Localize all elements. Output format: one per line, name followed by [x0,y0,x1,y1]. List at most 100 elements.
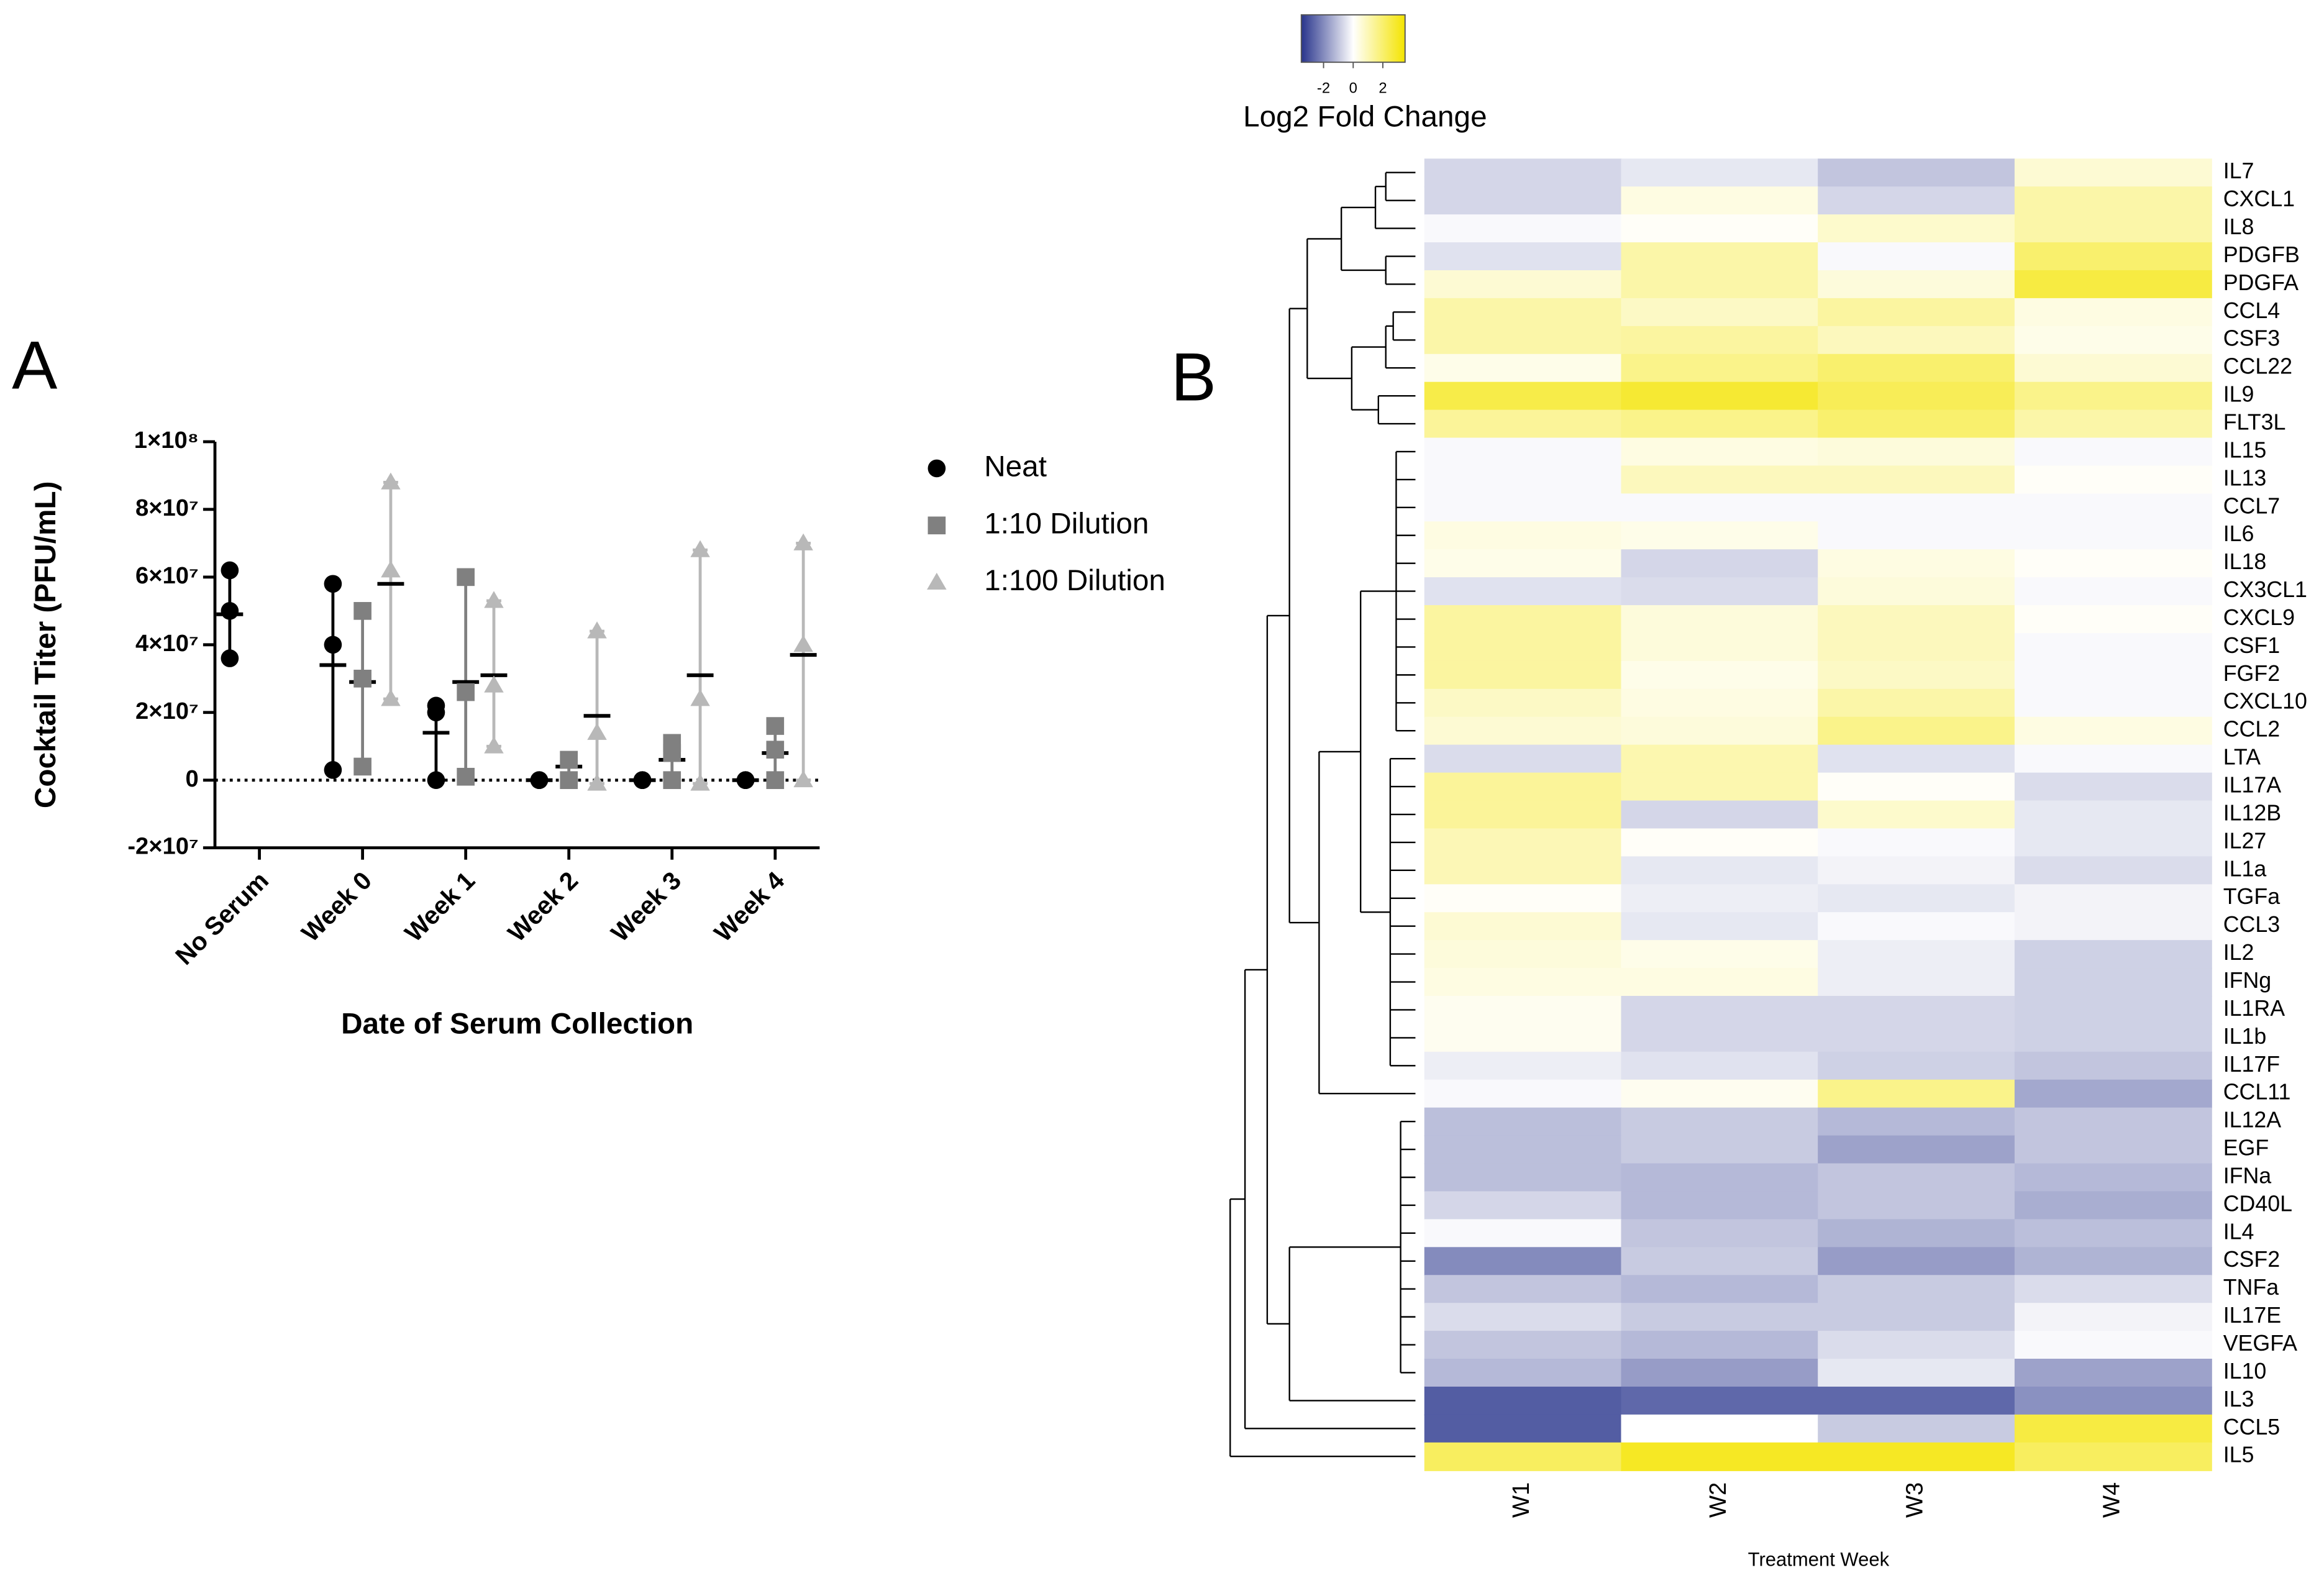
point [633,771,652,790]
heat-cell [2014,214,2212,244]
heat-cell [1424,270,1622,299]
row-label: CCL4 [2223,298,2280,323]
heat-cell [2014,549,2212,578]
heat-cell [2014,1414,2212,1443]
heat-cell [1818,381,2016,411]
heat-cell [1424,1331,1622,1360]
heat-cell [2014,298,2212,327]
heat-cell [2014,856,2212,885]
heat-cell [1424,1275,1622,1304]
row-label: IL10 [2223,1359,2267,1384]
heat-cell [1424,186,1622,216]
y-tick-label: -2×10⁷ [127,833,198,860]
colorbar [1300,14,1406,63]
heat-cell [2014,632,2212,662]
point [221,602,239,620]
colorbar-tick-label: 2 [1378,80,1387,96]
heat-cell [1818,1331,2016,1360]
heat-cell [2014,1359,2212,1388]
heat-cell [1424,632,1622,662]
heat-cell [1424,968,1622,997]
heat-cell [1424,1247,1622,1276]
heat-cell [1621,298,1819,327]
heat-cell [1818,214,2016,244]
heat-cell [1424,912,1622,941]
heat-cell [1621,744,1819,773]
point [457,767,475,786]
heat-cell [2014,1275,2212,1304]
heat-cell [1621,1191,1819,1220]
heat-cell [2014,493,2212,522]
row-label: CSF3 [2223,326,2280,351]
point [353,602,371,620]
heat-cell [1621,856,1819,885]
heat-cell [1424,1051,1622,1080]
heat-cell [2014,465,2212,495]
heat-cell [1621,1219,1819,1248]
heat-cell [1424,1359,1622,1388]
heat-cell [1818,968,2016,997]
heat-cell [1818,1191,2016,1220]
heat-cell [1818,409,2016,439]
heat-cell [1818,1079,2016,1108]
row-label: CXCL1 [2223,186,2295,211]
point [457,683,475,701]
heat-cell [1424,465,1622,495]
heat-cell [2014,800,2212,829]
heat-cell [1818,521,2016,550]
heat-cell [1818,437,2016,467]
row-label: CX3CL1 [2223,577,2307,602]
row-label: CXCL9 [2223,605,2295,630]
heat-cell [2014,828,2212,857]
heat-cell [1424,1079,1622,1108]
heat-cell [1818,354,2016,383]
legend-label: 1:100 Dilution [984,564,1165,597]
point [793,635,813,652]
heat-cell [1424,1107,1622,1136]
heat-cell [1818,158,2016,188]
heat-cell [1424,744,1622,773]
heat-cell [2014,1135,2212,1164]
row-label: CD40L [2223,1191,2292,1216]
heat-cell [1424,1442,1622,1471]
point [530,771,549,790]
point [381,472,401,490]
point [663,771,681,790]
heat-cell [1424,1414,1622,1443]
heat-cell [1424,1191,1622,1220]
row-label: PDGFB [2223,242,2300,267]
heat-cell [1424,856,1622,885]
heat-cell [1621,465,1819,495]
heat-cell [2014,437,2212,467]
point [766,741,785,759]
heat-cell [1424,577,1622,606]
heat-cell [1621,1331,1819,1360]
heat-cell [1818,1303,2016,1332]
heat-cell [1424,884,1622,913]
heat-cell [2014,1331,2212,1360]
row-label: IL18 [2223,549,2267,574]
heat-cell [1621,326,1819,355]
heat-cell [1424,354,1622,383]
heat-cell [1818,744,2016,773]
heat-cell [1424,940,1622,969]
point [427,703,445,722]
heat-cell [1621,1023,1819,1053]
heat-cell [1621,577,1819,606]
x-tick-label: Week 3 [605,866,686,947]
point [427,771,445,790]
heat-cell [1621,995,1819,1025]
heat-cell [1621,1303,1819,1332]
row-label: IL12A [2223,1108,2282,1133]
row-label: IL1a [2223,856,2267,881]
heat-cell [1424,298,1622,327]
heat-cell [1621,1135,1819,1164]
row-label: IL4 [2223,1219,2254,1244]
point [587,773,607,791]
point [690,540,710,557]
heat-cell [2014,995,2212,1025]
heat-cell [1818,1051,2016,1080]
heat-cell [1424,381,1622,411]
heat-cell [1621,186,1819,216]
heat-cell [2014,577,2212,606]
